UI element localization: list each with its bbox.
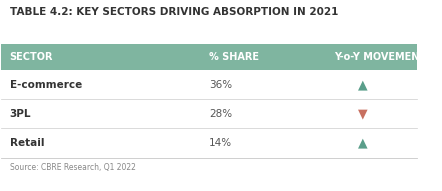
Text: ▲: ▲: [358, 137, 368, 150]
Text: 3PL: 3PL: [10, 109, 31, 119]
Text: 36%: 36%: [209, 80, 232, 90]
Bar: [1, 128, 417, 158]
Bar: [1, 99, 417, 128]
Text: 28%: 28%: [209, 109, 232, 119]
Text: % SHARE: % SHARE: [209, 52, 259, 62]
Text: ▼: ▼: [358, 107, 368, 120]
Text: E-commerce: E-commerce: [10, 80, 82, 90]
Text: Y-o-Y MOVEMENT: Y-o-Y MOVEMENT: [334, 52, 426, 62]
Text: Source: CBRE Research, Q1 2022: Source: CBRE Research, Q1 2022: [10, 163, 136, 172]
Text: ▲: ▲: [358, 78, 368, 91]
Bar: [1, 70, 417, 99]
Bar: [1, 44, 417, 70]
Text: Retail: Retail: [10, 138, 44, 148]
Text: SECTOR: SECTOR: [10, 52, 53, 62]
Text: TABLE 4.2: KEY SECTORS DRIVING ABSORPTION IN 2021: TABLE 4.2: KEY SECTORS DRIVING ABSORPTIO…: [10, 7, 338, 17]
Text: 14%: 14%: [209, 138, 232, 148]
